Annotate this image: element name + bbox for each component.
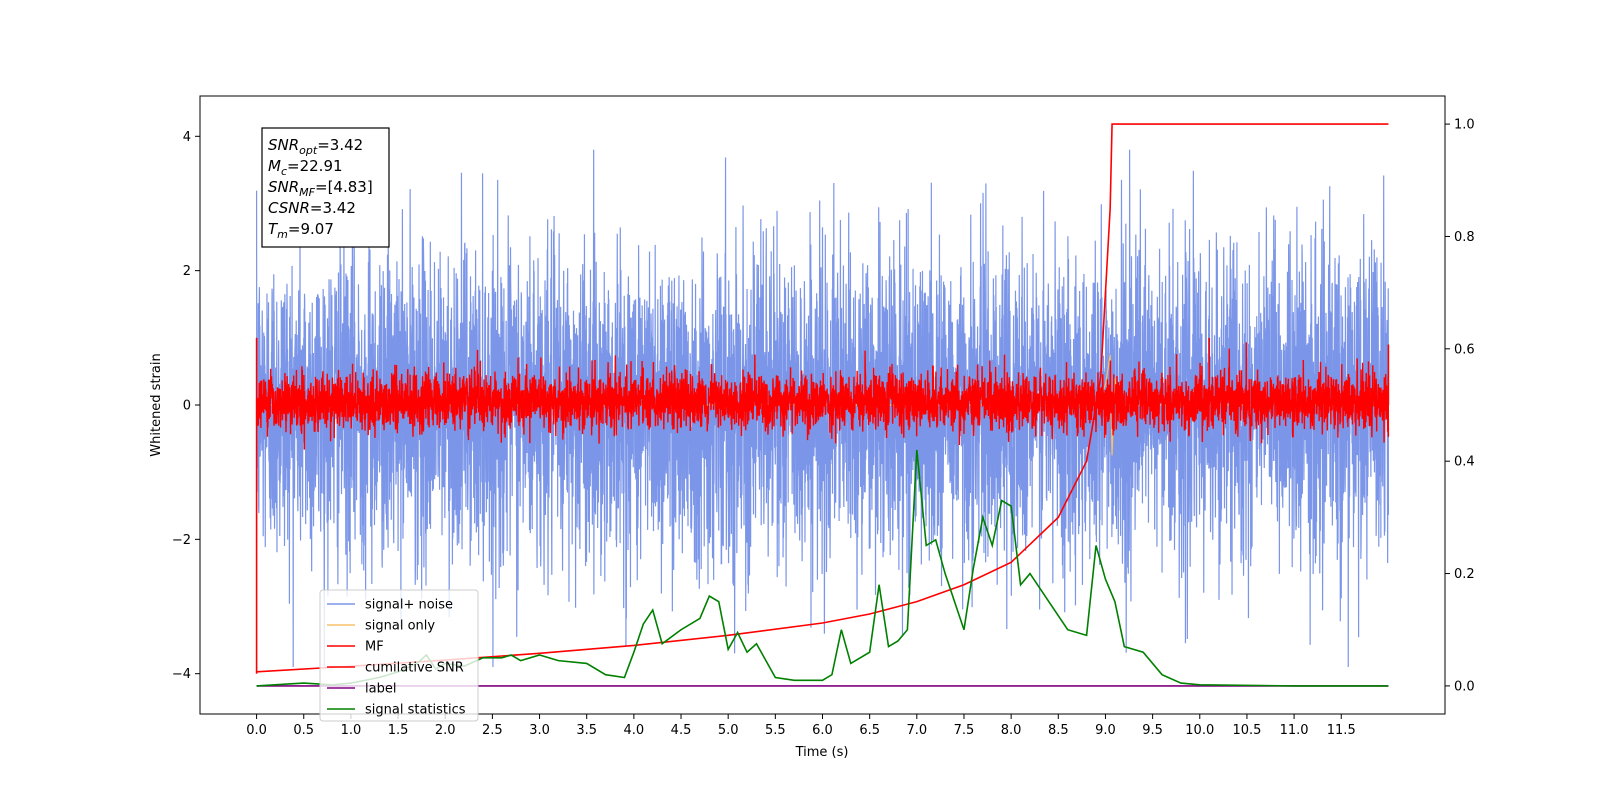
stats-line: CSNR=3.42 xyxy=(268,199,356,217)
legend-frame xyxy=(319,589,479,722)
series-signal-noise xyxy=(255,149,1390,667)
x-tick-label: 2.5 xyxy=(482,723,503,738)
x-tick-label: 7.0 xyxy=(906,723,927,738)
series-cumulative-snr xyxy=(256,123,1389,673)
x-tick-label: 10.0 xyxy=(1185,723,1214,738)
x-tick-label: 5.0 xyxy=(718,723,739,738)
x-axis: 0.0 0.5 1.0 1.5 2.0 2.5 3.0 3.5 4.0 4.5 5.0 5.5 6.0 6… xyxy=(246,714,1356,738)
y-axis-label: Whitened strain xyxy=(149,353,164,456)
stats-line: SNRopt=3.42 xyxy=(268,136,363,157)
series-layer xyxy=(255,123,1390,687)
x-tick-label: 10.5 xyxy=(1232,723,1261,738)
legend: signal+ noise signal only MF cumilative SNR… xyxy=(319,589,479,722)
stats-line: Mc=22.91 xyxy=(268,157,343,178)
x-tick-label: 11.5 xyxy=(1327,723,1356,738)
y2-tick-label: 0.8 xyxy=(1454,230,1475,245)
y2-tick-label: 0.4 xyxy=(1454,455,1475,470)
stats-box: SNRopt=3.42Mc=22.91SNRMF=[4.83]CSNR=3.42… xyxy=(261,127,390,248)
x-tick-label: 4.0 xyxy=(624,723,645,738)
x-tick-label: 0.0 xyxy=(246,723,267,738)
x-tick-label: 5.5 xyxy=(765,723,786,738)
x-tick-label: 1.0 xyxy=(341,723,362,738)
legend-entry-label: MF xyxy=(365,640,384,655)
x-tick-label: 7.5 xyxy=(954,723,975,738)
legend-entry-label: signal+ noise xyxy=(365,598,453,613)
legend-entry-label: cumilative SNR xyxy=(365,661,464,676)
x-tick-label: 3.0 xyxy=(529,723,550,738)
y-axis-left: −4 −2 0 2 4 xyxy=(172,130,200,682)
legend-entry-label: label xyxy=(365,682,396,697)
y2-tick-label: 1.0 xyxy=(1454,118,1475,133)
x-tick-label: 8.0 xyxy=(1001,723,1022,738)
x-tick-label: 3.5 xyxy=(576,723,597,738)
x-tick-label: 6.5 xyxy=(859,723,880,738)
x-tick-label: 9.5 xyxy=(1142,723,1163,738)
x-tick-label: 1.5 xyxy=(388,723,409,738)
y-tick-label: 2 xyxy=(183,264,191,279)
y-tick-label: −2 xyxy=(172,533,191,548)
stats-line: SNRMF=[4.83] xyxy=(268,178,373,199)
x-tick-label: 2.0 xyxy=(435,723,456,738)
x-tick-label: 9.0 xyxy=(1095,723,1116,738)
y-tick-label: 4 xyxy=(183,130,191,145)
y2-tick-label: 0.2 xyxy=(1454,567,1475,582)
y-axis-right: 0.0 0.2 0.4 0.6 0.8 1.0 xyxy=(1445,118,1475,694)
x-tick-label: 0.5 xyxy=(293,723,314,738)
x-tick-label: 8.5 xyxy=(1048,723,1069,738)
y-tick-label: −4 xyxy=(172,667,191,682)
series-mf xyxy=(255,342,1390,450)
stats-line: Tm=9.07 xyxy=(268,220,334,241)
x-tick-label: 4.5 xyxy=(671,723,692,738)
legend-entry-label: signal only xyxy=(365,619,435,634)
legend-entry-label: signal statistics xyxy=(365,703,466,718)
x-tick-label: 11.0 xyxy=(1280,723,1309,738)
stats-box-frame xyxy=(261,127,390,248)
y-tick-label: 0 xyxy=(183,399,191,414)
y2-tick-label: 0.0 xyxy=(1454,679,1475,694)
y2-tick-label: 0.6 xyxy=(1454,342,1475,357)
x-axis-label: Time (s) xyxy=(795,745,849,760)
x-tick-label: 6.0 xyxy=(812,723,833,738)
